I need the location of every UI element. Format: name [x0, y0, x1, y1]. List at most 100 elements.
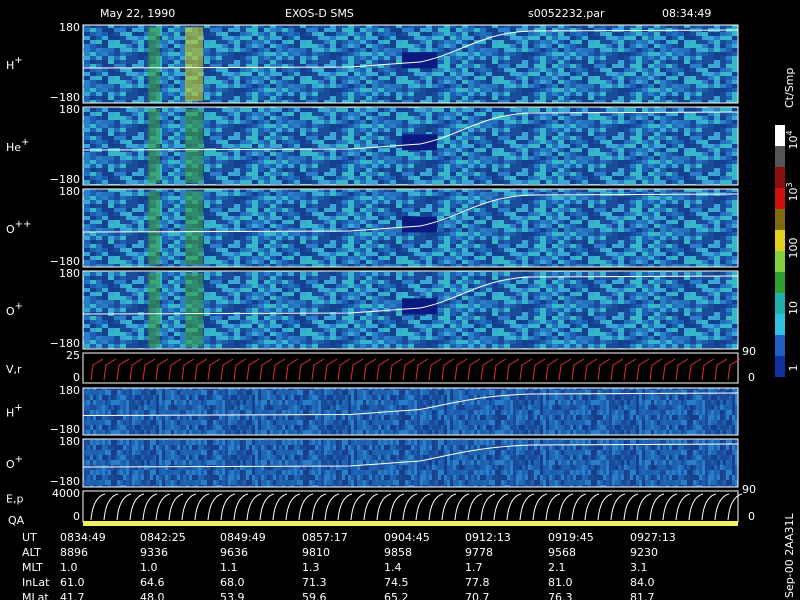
footer-value: 81.0	[548, 576, 573, 589]
y-tick-label: −180	[50, 475, 80, 488]
footer-value: 0857:17	[302, 531, 348, 544]
label-sup: +	[14, 55, 22, 66]
footer-value: 9778	[465, 546, 493, 559]
colorbar-cell	[775, 314, 785, 335]
band	[402, 298, 437, 315]
band	[185, 191, 203, 265]
label-sup: +	[21, 137, 29, 148]
footer-label: InLat	[22, 576, 50, 589]
footer-label: UT	[22, 531, 37, 544]
colorbar-cell	[775, 356, 785, 377]
band	[402, 52, 437, 69]
qa-bar	[83, 521, 738, 526]
y-tick-label: 25	[66, 349, 80, 362]
colorbar-cell	[775, 272, 785, 293]
y-tick-label: 180	[59, 21, 80, 34]
footer-value: 0912:13	[465, 531, 511, 544]
panel-label: O+	[6, 454, 23, 471]
y2-tick-label: 0	[748, 371, 755, 384]
band	[185, 273, 203, 347]
footer-label: MLat	[22, 591, 49, 600]
y-tick-label: −180	[50, 423, 80, 436]
band	[148, 109, 160, 183]
y-tick-label: 180	[59, 185, 80, 198]
band	[148, 191, 160, 265]
file: s0052232.par	[528, 7, 605, 20]
tick-base: 10	[787, 136, 800, 150]
footer-value: 59.6	[302, 591, 327, 600]
footer-value: 9230	[630, 546, 658, 559]
panel-label: O++	[6, 219, 31, 236]
y-tick-label: 0	[73, 371, 80, 384]
trace	[82, 193, 739, 233]
trace	[90, 358, 741, 381]
trace	[82, 275, 739, 315]
y2-tick-label: 0	[748, 510, 755, 523]
colorbar-tick: 10	[787, 301, 800, 315]
tick-base: 1	[787, 365, 800, 372]
date: May 22, 1990	[100, 7, 175, 20]
footer-value: 0849:49	[220, 531, 266, 544]
footer-value: 74.5	[384, 576, 409, 589]
panel-label: V,r	[6, 363, 22, 376]
footer-value: 2.1	[548, 561, 566, 574]
label-base: O	[6, 458, 15, 471]
label-sup: +	[15, 301, 23, 312]
label-base: E,p	[6, 493, 23, 506]
band	[185, 109, 203, 183]
footer-value: 0834:49	[60, 531, 106, 544]
trace	[82, 443, 739, 468]
colorbar-tick: 104	[785, 130, 800, 149]
trace	[90, 493, 743, 521]
tick-base: 100	[787, 238, 800, 259]
label-sup: ++	[15, 219, 32, 230]
colorbar-cell	[775, 230, 785, 251]
y-tick-label: 0	[73, 510, 80, 523]
footer-value: 9336	[140, 546, 168, 559]
colorbar-unit: Ct/Smp	[783, 68, 796, 108]
footer-value: 71.3	[302, 576, 327, 589]
footer-value: 84.0	[630, 576, 655, 589]
footer-value: 41.7	[60, 591, 85, 600]
footer-value: 53.9	[220, 591, 245, 600]
panel-label: H+	[6, 55, 23, 72]
y-tick-label: 180	[59, 103, 80, 116]
time: 08:34:49	[662, 7, 711, 20]
y-tick-label: 180	[59, 435, 80, 448]
footer-value: 81.7	[630, 591, 655, 600]
footer-value: 61.0	[60, 576, 85, 589]
colorbar-tick: 100	[787, 238, 800, 259]
footer-value: 0904:45	[384, 531, 430, 544]
footer-value: 9636	[220, 546, 248, 559]
label-base: O	[6, 305, 15, 318]
colorbar-cell	[775, 293, 785, 314]
footer-value: 1.0	[60, 561, 78, 574]
footer-value: 1.7	[465, 561, 483, 574]
instrument: EXOS-D SMS	[285, 7, 354, 20]
label-base: O	[6, 223, 15, 236]
footer-label: MLT	[22, 561, 43, 574]
footer-value: 77.8	[465, 576, 490, 589]
footer-value: 76.3	[548, 591, 573, 600]
footer-value: 0927:13	[630, 531, 676, 544]
panel	[82, 387, 739, 436]
colorbar-cell	[775, 188, 785, 209]
panel-label: O+	[6, 301, 23, 318]
band	[402, 216, 437, 233]
y-tick-label: −180	[50, 173, 80, 186]
tick-sup: 3	[785, 182, 794, 187]
footer-value: 64.6	[140, 576, 165, 589]
label-sup: +	[14, 403, 22, 414]
footer-value: 3.1	[630, 561, 648, 574]
trace	[82, 29, 739, 69]
y-tick-label: −180	[50, 91, 80, 104]
tick-base: 10	[787, 301, 800, 315]
footer-value: 70.7	[465, 591, 490, 600]
footer-value: 1.0	[140, 561, 158, 574]
y-tick-label: 180	[59, 267, 80, 280]
band	[402, 134, 437, 151]
trace	[82, 111, 739, 151]
footer-value: 9810	[302, 546, 330, 559]
panel-label: He+	[6, 137, 29, 154]
